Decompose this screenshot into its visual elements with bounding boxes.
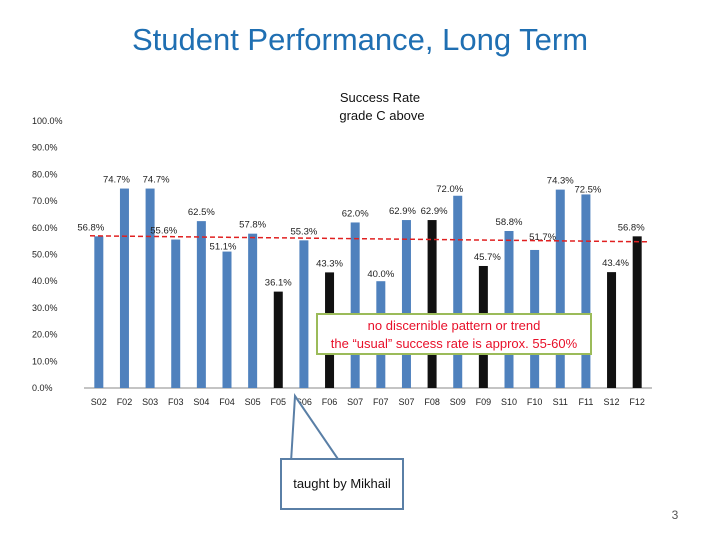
y-tick-label: 40.0% [32,276,58,286]
bar [299,240,309,388]
x-tick-label: S07 [398,397,414,407]
note-line-1: no discernible pattern or trend [367,318,541,333]
x-tick-label: F12 [629,397,645,407]
bar [196,221,206,388]
note-line-2: the “usual” success rate is approx. 55-6… [330,336,578,351]
x-tick-label: F09 [476,397,492,407]
bar [555,189,565,388]
data-label: 62.9% [389,206,416,217]
data-label: 51.7% [529,232,556,243]
data-label: 74.7% [103,175,130,186]
data-label: 45.7% [474,252,501,263]
data-label: 56.8% [618,222,645,233]
data-label: 74.7% [143,175,170,186]
bar [222,251,232,388]
x-tick-label: F05 [271,397,287,407]
data-label: 55.6% [150,226,177,237]
chart-title-line1: Success Rate [340,90,420,105]
bar-mikhail [632,236,642,388]
y-tick-label: 0.0% [32,383,53,393]
data-label: 57.8% [239,220,266,231]
data-label: 51.1% [210,242,237,253]
bar-mikhail [273,291,283,388]
data-label: 43.3% [316,258,343,269]
x-tick-label: F11 [578,397,593,407]
data-label: 62.9% [421,206,448,217]
x-tick-label: F02 [117,397,133,407]
y-tick-label: 30.0% [32,303,58,313]
x-tick-label: S02 [91,397,107,407]
bar [94,236,104,388]
x-tick-label: S06 [296,397,312,407]
bar [248,233,258,388]
bar [504,231,514,388]
data-label: 74.3% [547,176,574,187]
x-tick-label: S10 [501,397,517,407]
x-tick-label: S09 [450,397,466,407]
y-tick-label: 80.0% [32,169,58,179]
x-tick-label: F10 [527,397,543,407]
data-label: 72.0% [436,184,463,195]
average-reference-line [89,235,649,243]
x-tick-label: S07 [347,397,363,407]
x-tick-label: F06 [322,397,338,407]
bar [581,194,591,388]
bar [453,195,463,388]
y-tick-label: 60.0% [32,223,58,233]
x-tick-label: S11 [553,397,568,407]
x-tick-label: F04 [219,397,235,407]
bar [401,220,411,388]
data-label: 40.0% [367,269,394,280]
data-label: 62.5% [188,207,215,218]
data-label: 36.1% [265,278,292,289]
x-tick-label: S12 [604,397,620,407]
y-tick-label: 10.0% [32,356,58,366]
y-tick-label: 90.0% [32,143,58,153]
x-tick-label: F03 [168,397,184,407]
data-label: 58.8% [496,217,523,228]
chart-title-line2: grade C above [339,108,424,123]
bar [350,222,360,388]
data-label: 72.5% [574,184,601,195]
bar [145,188,155,388]
data-label: 43.4% [602,258,629,269]
bar [171,239,181,388]
y-tick-label: 20.0% [32,330,58,340]
data-label: 56.8% [77,222,104,233]
x-tick-label: S05 [245,397,261,407]
observation-note: no discernible pattern or trend the “usu… [316,313,592,355]
y-tick-label: 70.0% [32,196,58,206]
data-label: 62.0% [342,208,369,219]
slide-title: Student Performance, Long Term [131,22,589,57]
y-tick-label: 100.0% [32,116,63,126]
x-tick-label: S04 [193,397,209,407]
bar-mikhail [607,272,617,388]
x-tick-label: S03 [142,397,158,407]
data-label: 55.3% [290,226,317,237]
y-tick-label: 50.0% [32,250,58,260]
bar-mikhail [427,220,437,388]
mikhail-callout: taught by Mikhail [280,458,404,510]
bar [119,188,129,388]
page-number: 3 [671,508,679,522]
x-tick-label: F07 [373,397,389,407]
x-tick-label: F08 [424,397,440,407]
